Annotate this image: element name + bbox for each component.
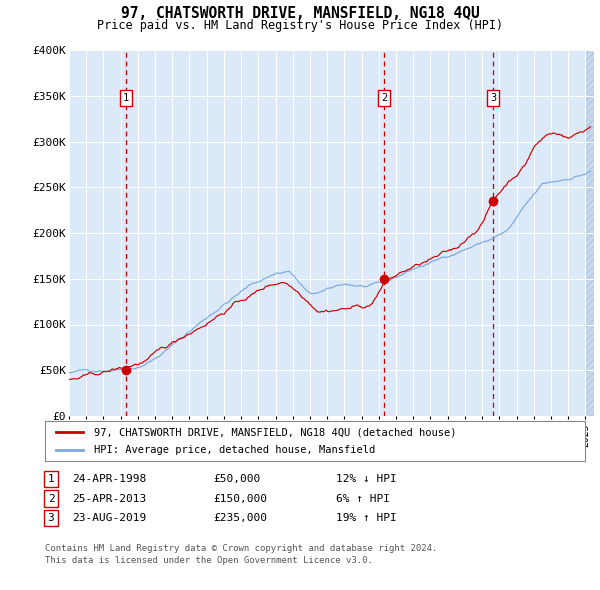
Text: 97, CHATSWORTH DRIVE, MANSFIELD, NG18 4QU (detached house): 97, CHATSWORTH DRIVE, MANSFIELD, NG18 4Q… [94,428,456,438]
Text: 2: 2 [381,93,388,103]
Text: 12% ↓ HPI: 12% ↓ HPI [336,474,397,484]
Text: 2: 2 [47,494,55,503]
Text: 3: 3 [47,513,55,523]
Text: £150,000: £150,000 [213,494,267,503]
Text: Price paid vs. HM Land Registry's House Price Index (HPI): Price paid vs. HM Land Registry's House … [97,19,503,32]
Text: HPI: Average price, detached house, Mansfield: HPI: Average price, detached house, Mans… [94,445,375,455]
Text: 3: 3 [490,93,496,103]
Text: 24-APR-1998: 24-APR-1998 [72,474,146,484]
Text: 97, CHATSWORTH DRIVE, MANSFIELD, NG18 4QU: 97, CHATSWORTH DRIVE, MANSFIELD, NG18 4Q… [121,6,479,21]
Text: 23-AUG-2019: 23-AUG-2019 [72,513,146,523]
Text: £235,000: £235,000 [213,513,267,523]
Text: £50,000: £50,000 [213,474,260,484]
Text: 6% ↑ HPI: 6% ↑ HPI [336,494,390,503]
Text: Contains HM Land Registry data © Crown copyright and database right 2024.: Contains HM Land Registry data © Crown c… [45,545,437,553]
Text: 25-APR-2013: 25-APR-2013 [72,494,146,503]
Text: 19% ↑ HPI: 19% ↑ HPI [336,513,397,523]
Text: 1: 1 [123,93,129,103]
Text: This data is licensed under the Open Government Licence v3.0.: This data is licensed under the Open Gov… [45,556,373,565]
Text: 1: 1 [47,474,55,484]
Bar [586,50,594,416]
